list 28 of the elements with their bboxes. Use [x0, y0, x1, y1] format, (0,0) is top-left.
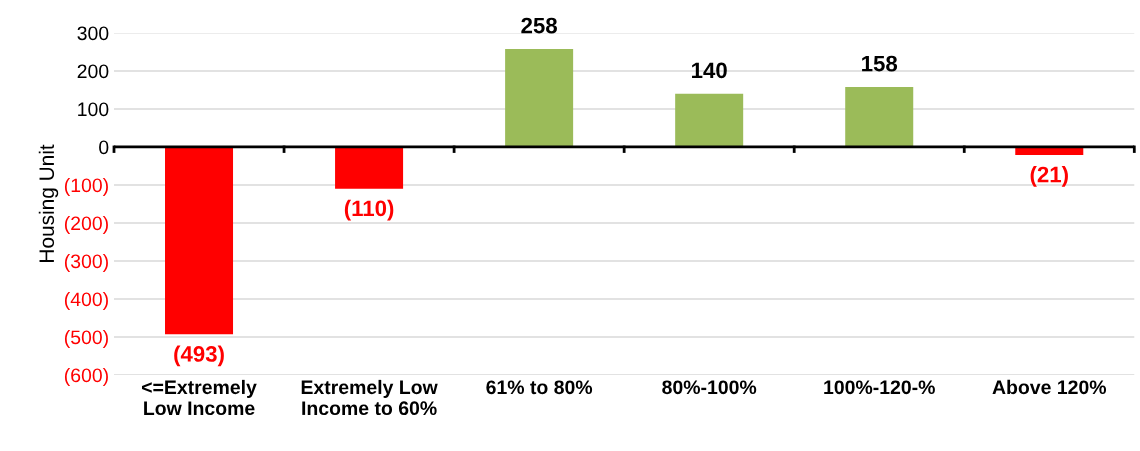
- data-label: 158: [862, 55, 898, 72]
- y-tick-label: (200): [64, 215, 108, 235]
- bar: [845, 86, 914, 147]
- bar: [335, 146, 404, 189]
- bar: [505, 48, 574, 147]
- data-label: (493): [174, 345, 224, 367]
- y-tick-label: 100: [78, 102, 109, 117]
- bar: [675, 93, 744, 147]
- x-tick-label: 80%-100%: [662, 380, 757, 395]
- y-axis-title: Housing Unit: [38, 144, 59, 262]
- x-tick-label: Above 120%: [992, 379, 1107, 395]
- y-tick-label: 200: [77, 64, 109, 79]
- x-tick-label: <=Extremely Low Income: [142, 379, 257, 416]
- bar: [165, 146, 234, 335]
- y-tick-label: (300): [64, 253, 108, 273]
- y-tick-label: (100): [64, 177, 108, 197]
- data-label: 140: [692, 62, 727, 79]
- data-label: (21): [1030, 166, 1068, 187]
- y-tick-label: (400): [64, 291, 108, 311]
- x-tick-label: 61% to 80%: [486, 380, 593, 395]
- data-label: (110): [344, 199, 394, 221]
- x-tick-label: Extremely Low Income to 60%: [301, 379, 438, 416]
- x-tick-label: 100%-120-%: [824, 380, 935, 395]
- y-tick-label: 0: [99, 140, 109, 155]
- y-tick-label: (600): [64, 367, 108, 387]
- data-label: 258: [521, 17, 557, 34]
- y-tick-label: (500): [64, 329, 108, 349]
- y-tick-label: 300: [77, 26, 109, 41]
